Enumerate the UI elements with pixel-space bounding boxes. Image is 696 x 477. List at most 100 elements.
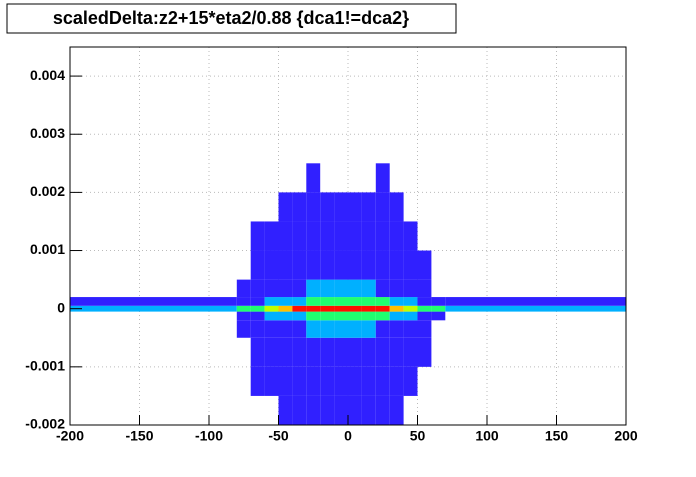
x-tick-label: 100 xyxy=(475,428,499,444)
heatmap-cell xyxy=(389,250,404,280)
heatmap-cell xyxy=(417,297,432,306)
heatmap-cell xyxy=(389,305,404,312)
heatmap-cell xyxy=(306,279,321,298)
x-tick-label: -50 xyxy=(268,428,288,444)
y-tick-label: 0.001 xyxy=(30,241,65,257)
y-tick-label: 0 xyxy=(57,299,65,315)
heatmap-cell xyxy=(361,221,376,251)
heatmap-cell xyxy=(389,192,404,222)
heatmap-cell xyxy=(417,320,432,338)
heatmap-cell xyxy=(389,279,404,298)
heatmap-cell xyxy=(292,221,307,251)
heatmap-cell xyxy=(334,311,348,321)
heatmap-cell xyxy=(320,250,335,280)
heatmap-cell xyxy=(361,250,376,280)
heatmap-cell xyxy=(306,366,321,396)
heatmap-cell xyxy=(375,192,390,222)
heatmap-cell xyxy=(306,395,321,425)
y-tick-label: 0.004 xyxy=(30,67,65,83)
heatmap-cell xyxy=(348,366,362,396)
heatmap-cell xyxy=(292,366,307,396)
heatmap-cell xyxy=(264,279,279,298)
heatmap-cell xyxy=(292,320,307,338)
heatmap-cell xyxy=(264,320,279,338)
heatmap-cell xyxy=(375,320,390,338)
x-tick-label: 50 xyxy=(410,428,426,444)
heatmap-cell xyxy=(389,297,404,306)
heatmap-cell xyxy=(306,163,321,193)
heatmap-cell xyxy=(278,320,293,338)
heatmap-cell xyxy=(375,163,390,193)
heatmap-cell xyxy=(250,337,265,367)
heatmap-cell xyxy=(375,221,390,251)
heatmap-cell xyxy=(334,250,348,280)
heatmap-cell xyxy=(417,305,432,312)
x-tick-label: 200 xyxy=(614,428,638,444)
heatmap-cell xyxy=(250,366,265,396)
heatmap-cell xyxy=(389,320,404,338)
heatmap-cell xyxy=(348,279,362,298)
heatmap-cell xyxy=(403,221,418,251)
heatmap-cell xyxy=(348,311,362,321)
y-tick-label: -0.001 xyxy=(25,358,65,374)
heatmap-cell xyxy=(403,366,418,396)
heatmap-cell xyxy=(250,221,265,251)
heatmap-cell xyxy=(334,305,348,312)
heatmap-cell xyxy=(334,297,348,306)
heatmap-cell xyxy=(417,250,432,280)
heatmap-cell xyxy=(348,320,362,338)
heatmap-cell xyxy=(348,337,362,367)
heatmap-cell xyxy=(292,192,307,222)
heatmap-cell xyxy=(236,311,251,321)
heatmap-cell xyxy=(334,192,348,222)
y-tick-label: -0.002 xyxy=(25,416,65,432)
heatmap-cell xyxy=(278,366,293,396)
heatmap-cell xyxy=(250,279,265,298)
heatmap-cell xyxy=(403,337,418,367)
heatmap-cell xyxy=(361,337,376,367)
x-tick-label: 150 xyxy=(545,428,569,444)
heatmap-cell xyxy=(292,297,307,306)
heatmap-cell xyxy=(292,311,307,321)
x-tick-label: -100 xyxy=(195,428,223,444)
heatmap-cell xyxy=(264,221,279,251)
heatmap-cell xyxy=(431,297,446,306)
heatmap-cell xyxy=(306,192,321,222)
heatmap-cell xyxy=(403,279,418,298)
heatmap-cell xyxy=(348,221,362,251)
heatmap-cell xyxy=(278,192,293,222)
heatmap-cell xyxy=(403,297,418,306)
heatmap-cell xyxy=(389,395,404,425)
x-tick-label: 0 xyxy=(344,428,352,444)
heatmap-cell xyxy=(361,192,376,222)
heatmap-cell xyxy=(292,395,307,425)
heatmap-cell xyxy=(375,395,390,425)
heatmap-cell xyxy=(70,305,237,312)
heatmap-cell xyxy=(278,221,293,251)
heatmap-cell xyxy=(320,320,335,338)
heatmap-cell xyxy=(250,297,265,306)
heatmap-cell xyxy=(320,337,335,367)
heatmap-cell xyxy=(375,250,390,280)
heatmap-cell xyxy=(417,311,432,321)
heatmap-cell xyxy=(361,297,376,306)
heatmap-cell xyxy=(236,279,251,298)
heatmap-cell xyxy=(70,297,237,306)
heatmap-cell xyxy=(264,337,279,367)
heatmap-cell xyxy=(250,311,265,321)
heatmap-cell xyxy=(375,337,390,367)
heatmap-cell xyxy=(278,337,293,367)
y-tick-label: 0.002 xyxy=(30,183,65,199)
heatmap-cell xyxy=(389,337,404,367)
heatmap-cell xyxy=(264,305,279,312)
heatmap-cell xyxy=(236,305,251,312)
heatmap-cell xyxy=(389,221,404,251)
heatmap-cell xyxy=(250,305,265,312)
heatmap-cell xyxy=(361,320,376,338)
heatmap-cell xyxy=(334,395,348,425)
heatmap-cell xyxy=(361,305,376,312)
heatmap-cell xyxy=(361,311,376,321)
heatmap-cell xyxy=(306,250,321,280)
title-box xyxy=(6,3,457,34)
